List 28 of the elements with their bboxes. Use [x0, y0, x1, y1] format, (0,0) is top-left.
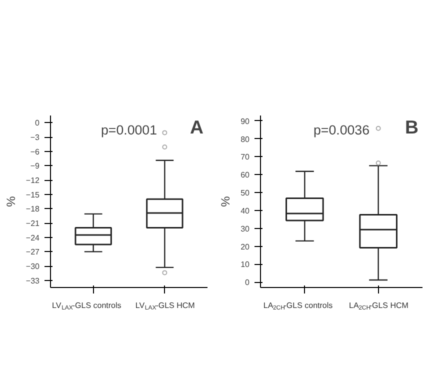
y-tick-label: 80	[240, 134, 250, 144]
y-tick-label: 90	[240, 116, 250, 126]
y-tick-label: 0	[35, 118, 40, 128]
y-axis-title: %	[218, 196, 233, 207]
annotation: B	[405, 116, 419, 138]
y-tick-label: 0	[245, 278, 250, 288]
y-tick-label: 50	[240, 188, 250, 198]
y-tick-label: −27	[26, 248, 40, 257]
y-tick-label: −3	[30, 133, 40, 142]
y-tick-label: 20	[240, 242, 250, 252]
y-tick-label: 70	[240, 152, 250, 162]
y-tick-label: 60	[240, 170, 250, 180]
y-tick-label: −18	[26, 204, 40, 214]
y-tick-label: −21	[26, 219, 40, 228]
y-tick-label: −24	[26, 233, 40, 242]
annotation: p=0.0001	[101, 122, 157, 138]
y-tick-label: −6	[30, 147, 40, 156]
y-tick-label: −9	[30, 162, 40, 171]
annotation: p=0.0036	[314, 122, 370, 138]
y-tick-label: 40	[240, 206, 250, 216]
y-tick-label: −30	[26, 262, 40, 271]
y-tick-label: −15	[26, 190, 40, 200]
y-tick-label: −33	[26, 276, 40, 286]
y-axis-title: %	[4, 196, 18, 207]
y-tick-label: 30	[240, 224, 250, 234]
y-tick-label: 10	[240, 260, 250, 270]
y-tick-label: −12	[26, 176, 40, 185]
annotation: A	[190, 116, 204, 138]
